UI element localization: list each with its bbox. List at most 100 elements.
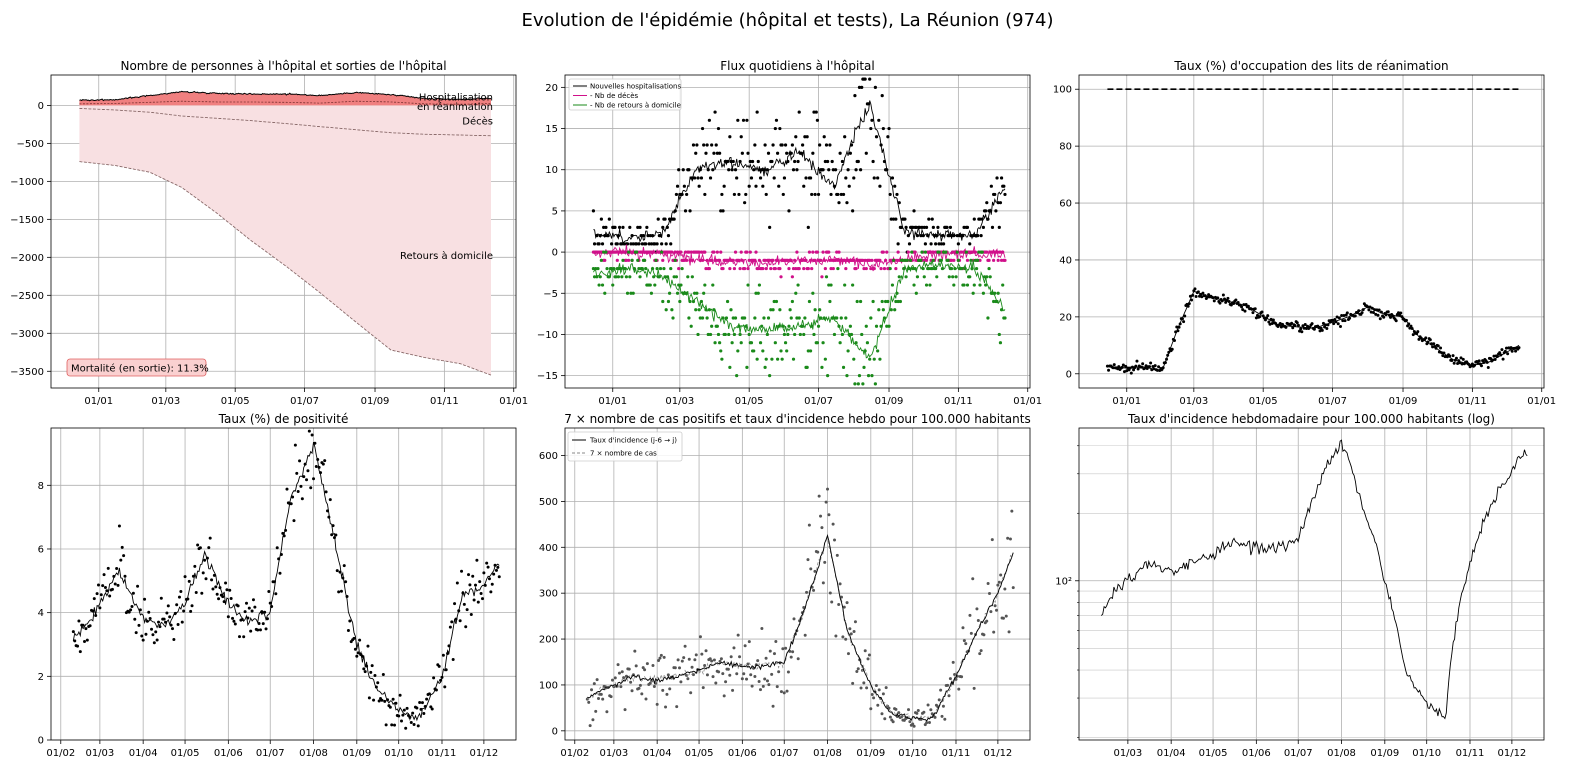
legend-label: - Nb de décès: [590, 92, 639, 100]
deces-point: [896, 250, 900, 254]
x-tick-label: 01/07: [1284, 748, 1313, 759]
hospitalisations-point: [645, 225, 649, 229]
deces-point: [881, 250, 885, 254]
retours-point: [790, 299, 794, 304]
occupancy-point: [1486, 365, 1490, 369]
positivity-point: [115, 567, 119, 571]
hospitalisations-point: [868, 77, 872, 81]
positivity-point: [78, 650, 82, 654]
hospitalisations-point: [795, 168, 799, 172]
hospitalisations-point: [708, 176, 713, 180]
hospitalisations-point: [903, 217, 907, 221]
positivity-point: [189, 609, 193, 613]
retours-point: [974, 266, 979, 271]
retours-point: [853, 382, 857, 386]
retours-point: [597, 283, 601, 287]
hospitalisations-point: [592, 242, 597, 246]
retours-point: [890, 283, 895, 287]
retours-point: [976, 258, 980, 262]
hospitalisations-point: [838, 151, 842, 155]
occupancy-point: [1333, 317, 1337, 321]
deces-point: [704, 266, 708, 271]
hospitalisations-point: [695, 143, 699, 147]
occupancy-point: [1112, 363, 1116, 367]
retours-point: [673, 258, 677, 262]
hospitalisations-point: [755, 110, 759, 114]
retours-point: [743, 316, 747, 320]
positivity-point: [295, 471, 299, 475]
retours-point: [761, 349, 765, 353]
occupancy-point: [1439, 346, 1443, 350]
positivity-point: [238, 635, 242, 639]
positivity-point: [321, 462, 325, 466]
x-tick-label: 01/02: [46, 748, 75, 759]
deces-point: [624, 258, 628, 262]
hospitalisations-point: [893, 184, 897, 188]
hospitalisations-point: [880, 93, 884, 98]
hospitalisations-point: [631, 242, 635, 246]
retours-point: [652, 275, 656, 279]
y-tick-label: 20: [545, 83, 558, 94]
deces-point: [965, 258, 970, 262]
occupancy-point: [1479, 364, 1483, 368]
deces-point: [769, 266, 773, 271]
hospitalisations-point: [793, 159, 797, 164]
occupancy-point: [1348, 316, 1352, 320]
retours-point: [598, 275, 602, 279]
retours-point: [912, 283, 916, 287]
retours-point: [611, 283, 615, 287]
retours-point: [653, 283, 657, 287]
mortality-box: [66, 358, 207, 377]
hospitalisations-point: [870, 118, 874, 122]
hospitalisations-point: [972, 217, 976, 221]
retours-point: [904, 275, 908, 279]
annotation-hospitalisation: Hospitalisation: [419, 93, 493, 104]
hospitalisations-point: [873, 85, 877, 89]
hospitalisations-point: [699, 176, 704, 180]
positivity-point: [94, 613, 98, 617]
occupancy-point: [1461, 357, 1465, 361]
retours-point: [816, 324, 821, 328]
retours-point: [988, 275, 992, 279]
hospitalisations-point: [600, 242, 605, 246]
occupancy-point: [1122, 370, 1126, 374]
positivity-point: [264, 627, 268, 631]
occupancy-point: [1153, 364, 1157, 368]
retours-point: [660, 250, 664, 254]
retours-point: [922, 275, 926, 279]
positivity-point: [120, 545, 124, 549]
hospitalisations-point: [782, 176, 787, 180]
hospitalisations-point: [656, 217, 660, 221]
retours-point: [923, 250, 928, 254]
positivity-point: [292, 519, 296, 523]
deces-point: [949, 258, 954, 262]
positivity-point: [105, 589, 109, 593]
occupancy-point: [1157, 365, 1161, 369]
retours-point: [884, 299, 888, 304]
hospitalisations-point: [841, 192, 846, 197]
occupancy-point: [1310, 322, 1314, 326]
hospitalisations-point: [697, 184, 701, 188]
retours-point: [782, 332, 787, 337]
positivity-point: [137, 623, 141, 627]
occupancy-point: [1456, 361, 1460, 365]
hospitalisations-point: [766, 151, 771, 155]
hospitalisations-point: [852, 176, 856, 180]
hospitalisations-point: [787, 209, 791, 213]
retours-point: [680, 266, 684, 271]
hospitalisations-point: [719, 209, 723, 213]
retours-point: [815, 341, 819, 345]
hospitalisations-point: [1003, 192, 1007, 197]
deces-point: [773, 266, 777, 271]
hospitalisations-point: [990, 225, 995, 229]
hospitalisations-point: [754, 184, 758, 188]
retours-point: [864, 324, 868, 328]
positivity-point: [170, 627, 174, 631]
hospitalisations-point: [869, 126, 873, 131]
hospitalisations-point: [683, 209, 688, 213]
hospitalisations-point: [704, 151, 708, 155]
positivity-point: [211, 587, 215, 591]
retours-point: [693, 291, 697, 295]
retours-point: [858, 299, 863, 304]
